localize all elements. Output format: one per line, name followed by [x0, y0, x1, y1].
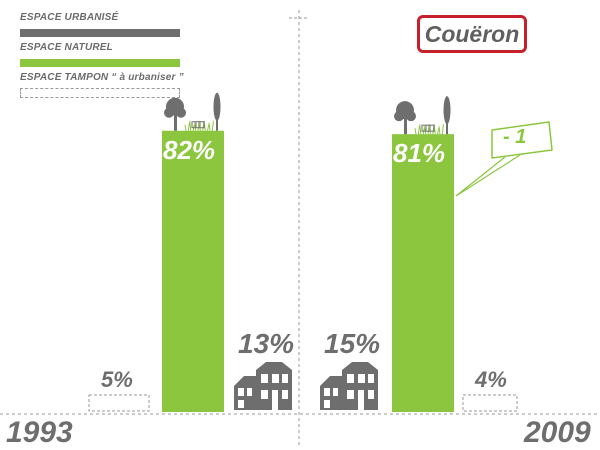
legend-label-urbanise: ESPACE URBANISÉ: [20, 12, 119, 23]
house-icon: [320, 362, 378, 410]
callout-annotation: - 1: [503, 126, 527, 148]
callout-bubble: [455, 121, 553, 197]
label-tampon-2009: 4%: [475, 367, 507, 392]
box-tampon-2009: [462, 394, 518, 412]
year-left: 1993: [6, 416, 73, 449]
label-urbanise-1993: 13%: [238, 328, 295, 359]
chart-title: Couëron: [417, 15, 527, 53]
label-tampon-1993: 5%: [101, 367, 133, 392]
year-right: 2009: [524, 416, 591, 449]
legend-swatch-urbanise: [20, 29, 180, 37]
legend-swatch-tampon: [20, 88, 180, 98]
legend-swatch-naturel: [20, 59, 180, 67]
label-urbanise-2009: 15%: [324, 328, 381, 359]
tree-icon: [164, 92, 221, 131]
label-naturel-2009: 81%: [393, 138, 446, 169]
legend-label-tampon: ESPACE TAMPON “ à urbaniser ”: [20, 72, 184, 83]
legend-label-naturel: ESPACE NATUREL: [20, 42, 113, 53]
house-icon: [234, 362, 292, 410]
tree-icon: [394, 96, 451, 135]
box-tampon-1993: [88, 394, 150, 412]
bar-naturel-1993: [162, 130, 224, 413]
label-naturel-1993: 82%: [163, 134, 216, 165]
bar-naturel-2009: [392, 134, 454, 413]
